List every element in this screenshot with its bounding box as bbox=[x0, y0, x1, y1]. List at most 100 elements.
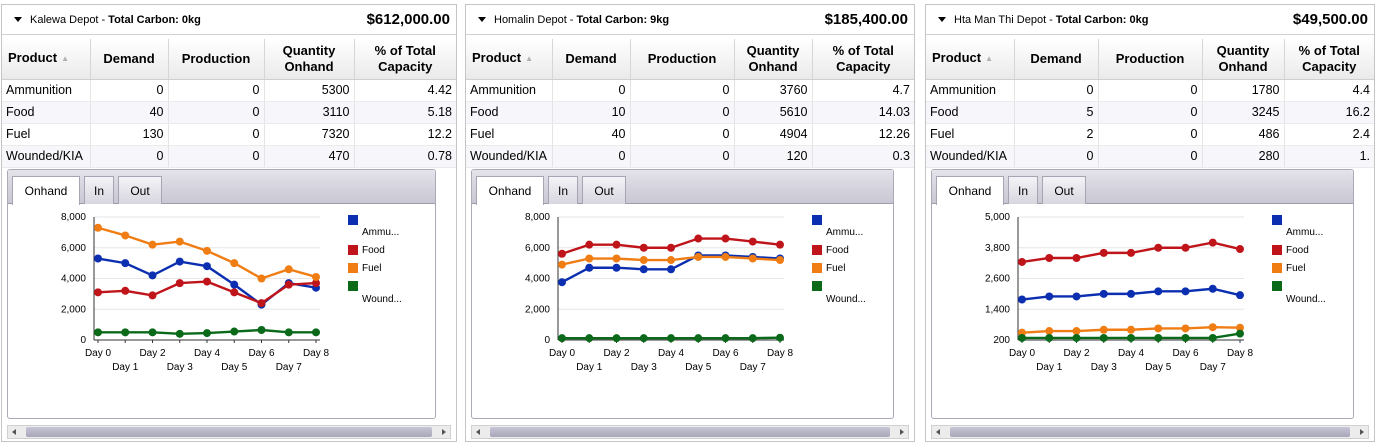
scroll-right-icon[interactable] bbox=[900, 429, 904, 435]
data-point[interactable] bbox=[639, 243, 648, 252]
data-point[interactable] bbox=[748, 254, 757, 263]
column-header-production[interactable]: Production bbox=[630, 39, 735, 80]
table-row[interactable]: Fuel 2 0 486 2.4 bbox=[926, 123, 1374, 146]
data-point[interactable] bbox=[639, 265, 648, 274]
scrollbar-thumb[interactable] bbox=[490, 427, 890, 437]
data-point[interactable] bbox=[203, 329, 211, 338]
data-point[interactable] bbox=[558, 249, 566, 258]
scroll-right-icon[interactable] bbox=[1360, 429, 1364, 435]
column-header-production[interactable]: Production bbox=[168, 39, 265, 80]
data-point[interactable] bbox=[1127, 333, 1135, 342]
table-row[interactable]: Food 10 0 5610 14.03 bbox=[466, 101, 914, 124]
data-point[interactable] bbox=[776, 240, 784, 249]
column-header-capacity[interactable]: % of Total Capacity bbox=[1284, 39, 1374, 80]
data-point[interactable] bbox=[1072, 292, 1081, 301]
data-point[interactable] bbox=[612, 334, 621, 343]
tab-onhand[interactable]: Onhand bbox=[936, 176, 1004, 205]
data-point[interactable] bbox=[121, 231, 130, 240]
data-point[interactable] bbox=[776, 333, 784, 342]
data-point[interactable] bbox=[1045, 327, 1054, 336]
horizontal-scrollbar[interactable] bbox=[7, 425, 451, 439]
table-row[interactable]: Fuel 40 0 4904 12.26 bbox=[466, 123, 914, 146]
scroll-left-icon[interactable] bbox=[12, 429, 16, 435]
data-point[interactable] bbox=[721, 252, 730, 261]
data-point[interactable] bbox=[694, 234, 703, 243]
data-point[interactable] bbox=[175, 329, 184, 338]
data-point[interactable] bbox=[94, 328, 102, 337]
data-point[interactable] bbox=[175, 257, 184, 266]
data-point[interactable] bbox=[1208, 333, 1217, 342]
data-point[interactable] bbox=[1154, 333, 1163, 342]
column-header-demand[interactable]: Demand bbox=[552, 39, 631, 80]
table-row[interactable]: Ammunition 0 0 1780 4.4 bbox=[926, 79, 1374, 102]
data-point[interactable] bbox=[558, 334, 566, 343]
data-point[interactable] bbox=[148, 240, 157, 249]
table-row[interactable]: Food 40 0 3110 5.18 bbox=[2, 101, 456, 124]
data-point[interactable] bbox=[1072, 333, 1081, 342]
table-row[interactable]: Fuel 130 0 7320 12.2 bbox=[2, 123, 456, 146]
data-point[interactable] bbox=[312, 328, 320, 337]
data-point[interactable] bbox=[667, 256, 675, 265]
data-point[interactable] bbox=[1127, 289, 1135, 298]
scroll-left-icon[interactable] bbox=[476, 429, 480, 435]
data-point[interactable] bbox=[1045, 254, 1054, 262]
data-point[interactable] bbox=[721, 234, 730, 243]
data-point[interactable] bbox=[1236, 323, 1244, 332]
data-point[interactable] bbox=[694, 334, 703, 343]
data-point[interactable] bbox=[1154, 324, 1163, 333]
horizontal-scrollbar[interactable] bbox=[931, 425, 1369, 439]
data-point[interactable] bbox=[203, 246, 211, 255]
column-header-product[interactable]: Product ▲ bbox=[2, 39, 91, 80]
data-point[interactable] bbox=[639, 334, 648, 343]
data-point[interactable] bbox=[1236, 329, 1244, 338]
data-point[interactable] bbox=[94, 288, 102, 297]
data-point[interactable] bbox=[257, 326, 266, 335]
data-point[interactable] bbox=[585, 334, 594, 343]
data-point[interactable] bbox=[1099, 325, 1108, 334]
tab-in[interactable]: In bbox=[84, 176, 114, 204]
scroll-right-icon[interactable] bbox=[442, 429, 446, 435]
data-point[interactable] bbox=[612, 263, 621, 272]
data-point[interactable] bbox=[558, 278, 566, 287]
data-point[interactable] bbox=[1018, 333, 1026, 342]
data-point[interactable] bbox=[175, 237, 184, 246]
scrollbar-thumb[interactable] bbox=[950, 427, 1350, 437]
tab-in[interactable]: In bbox=[548, 176, 578, 204]
data-point[interactable] bbox=[1208, 323, 1217, 332]
data-point[interactable] bbox=[612, 254, 621, 263]
column-header-capacity[interactable]: % of Total Capacity bbox=[354, 39, 456, 80]
data-point[interactable] bbox=[1181, 243, 1190, 252]
data-point[interactable] bbox=[1018, 295, 1026, 304]
column-header-product[interactable]: Product ▲ bbox=[926, 39, 1015, 80]
column-header-demand[interactable]: Demand bbox=[90, 39, 169, 80]
scrollbar-thumb[interactable] bbox=[26, 427, 432, 437]
data-point[interactable] bbox=[121, 328, 130, 337]
data-point[interactable] bbox=[1127, 325, 1135, 334]
data-point[interactable] bbox=[776, 256, 784, 265]
table-row[interactable]: Wounded/KIA 0 0 120 0.3 bbox=[466, 145, 914, 168]
data-point[interactable] bbox=[1045, 292, 1054, 301]
data-point[interactable] bbox=[667, 265, 675, 274]
data-point[interactable] bbox=[1072, 327, 1081, 336]
tab-onhand[interactable]: Onhand bbox=[12, 176, 80, 205]
data-point[interactable] bbox=[639, 256, 648, 265]
data-point[interactable] bbox=[257, 274, 266, 283]
data-point[interactable] bbox=[1045, 333, 1054, 342]
data-point[interactable] bbox=[230, 327, 239, 336]
data-point[interactable] bbox=[1099, 333, 1108, 342]
data-point[interactable] bbox=[94, 223, 102, 232]
data-point[interactable] bbox=[121, 259, 130, 268]
data-point[interactable] bbox=[585, 240, 594, 249]
data-point[interactable] bbox=[203, 262, 211, 271]
data-point[interactable] bbox=[94, 254, 102, 263]
table-row[interactable]: Wounded/KIA 0 0 280 1. bbox=[926, 145, 1374, 168]
data-point[interactable] bbox=[694, 252, 703, 261]
data-point[interactable] bbox=[748, 334, 757, 343]
chevron-down-icon[interactable] bbox=[14, 17, 22, 22]
data-point[interactable] bbox=[1099, 248, 1108, 257]
column-header-onhand[interactable]: Quantity Onhand bbox=[264, 39, 355, 80]
tab-out[interactable]: Out bbox=[118, 176, 162, 204]
data-point[interactable] bbox=[612, 240, 621, 249]
data-point[interactable] bbox=[1099, 289, 1108, 298]
data-point[interactable] bbox=[312, 272, 320, 281]
